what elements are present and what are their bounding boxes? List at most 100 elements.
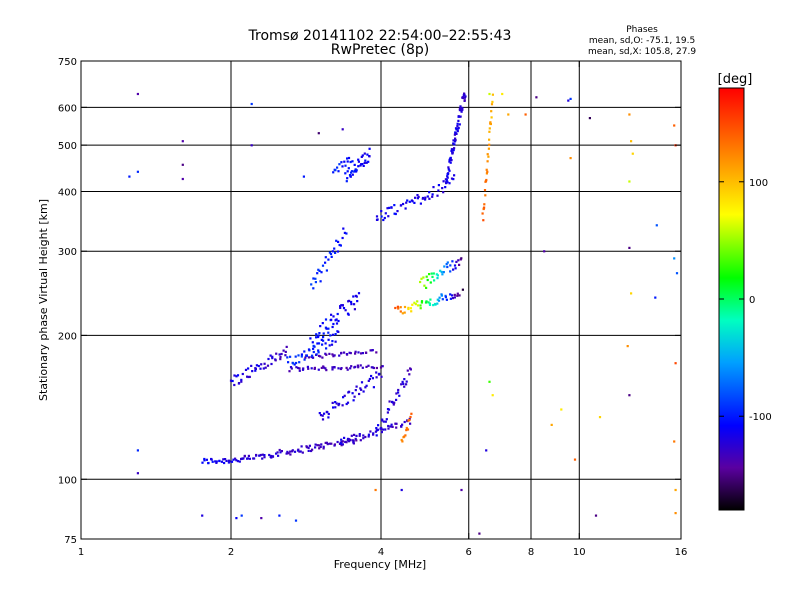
echo-point bbox=[254, 367, 257, 370]
echo-point bbox=[303, 358, 306, 361]
echo-point bbox=[336, 312, 339, 316]
echo-point bbox=[400, 488, 403, 492]
echo-point bbox=[316, 272, 319, 275]
echo-point bbox=[535, 96, 538, 99]
echo-point bbox=[432, 186, 435, 189]
echo-point bbox=[560, 408, 563, 411]
echo-point bbox=[340, 442, 343, 445]
axis-ticks: 1 2 4 6 8 10 16 75 100 200 300 400 500 600 750 bbox=[58, 57, 687, 558]
echo-point bbox=[345, 441, 348, 444]
echo-point bbox=[319, 325, 322, 328]
echo-point bbox=[224, 458, 227, 461]
echo-point bbox=[422, 276, 425, 279]
echo-point bbox=[291, 450, 294, 453]
echo-point bbox=[358, 433, 361, 436]
echo-point bbox=[454, 127, 458, 130]
echo-point bbox=[234, 457, 237, 460]
echo-point bbox=[310, 355, 313, 359]
echo-point bbox=[259, 453, 262, 457]
echo-point bbox=[136, 92, 139, 96]
echo-point bbox=[327, 416, 330, 419]
echo-point bbox=[324, 367, 327, 370]
echo-point bbox=[444, 186, 447, 189]
echo-point bbox=[253, 457, 256, 460]
echo-point bbox=[362, 437, 365, 440]
echo-point bbox=[455, 128, 458, 131]
echo-point bbox=[456, 294, 459, 297]
echo-point bbox=[310, 283, 313, 286]
echo-point bbox=[454, 137, 457, 140]
echo-point bbox=[329, 252, 333, 256]
echo-point bbox=[310, 367, 313, 370]
echo-point bbox=[483, 206, 486, 209]
echo-point bbox=[673, 440, 676, 443]
echo-point bbox=[400, 425, 403, 428]
echo-point bbox=[464, 95, 467, 98]
echo-point bbox=[391, 425, 394, 428]
echo-point bbox=[255, 453, 258, 457]
echo-point bbox=[325, 327, 328, 330]
echo-point bbox=[250, 144, 253, 147]
echo-point bbox=[443, 265, 446, 268]
echo-point bbox=[452, 142, 455, 145]
echo-point bbox=[453, 293, 456, 296]
echo-point bbox=[350, 365, 353, 368]
echo-point bbox=[357, 292, 361, 295]
echo-point bbox=[259, 367, 262, 370]
echo-point bbox=[490, 110, 493, 113]
echo-point bbox=[424, 198, 427, 201]
colorbar-tick-label: -100 bbox=[749, 412, 772, 423]
echo-point bbox=[311, 356, 315, 359]
echo-point bbox=[235, 375, 238, 378]
echo-point bbox=[344, 309, 347, 312]
echo-point bbox=[392, 403, 395, 406]
echo-point bbox=[230, 460, 234, 463]
echo-point bbox=[364, 351, 368, 354]
echo-point bbox=[317, 335, 320, 339]
echo-point bbox=[344, 440, 347, 443]
echo-point bbox=[450, 159, 453, 162]
echo-point bbox=[313, 366, 316, 369]
echo-point bbox=[328, 251, 331, 254]
echo-point bbox=[205, 458, 208, 461]
echo-point bbox=[438, 296, 441, 299]
echo-point bbox=[416, 197, 419, 200]
echo-point bbox=[357, 351, 360, 354]
echo-point bbox=[367, 160, 370, 163]
echo-point bbox=[394, 306, 397, 310]
echo-point bbox=[446, 176, 449, 179]
echo-point bbox=[450, 149, 453, 152]
echo-point bbox=[457, 119, 460, 122]
echo-point bbox=[220, 460, 223, 463]
echo-point bbox=[305, 445, 308, 448]
echo-point bbox=[387, 408, 391, 411]
echo-point bbox=[394, 212, 397, 216]
echo-point bbox=[384, 420, 387, 423]
echo-point bbox=[333, 247, 336, 250]
echo-point bbox=[421, 197, 424, 200]
echo-point bbox=[255, 364, 258, 367]
echo-point bbox=[350, 434, 353, 437]
echo-point bbox=[416, 300, 419, 303]
echo-point bbox=[487, 147, 490, 150]
echo-point bbox=[266, 364, 270, 367]
echo-point bbox=[414, 303, 417, 306]
echo-point bbox=[235, 517, 238, 520]
echo-point bbox=[416, 304, 420, 307]
echo-point bbox=[439, 269, 442, 272]
echo-point bbox=[353, 433, 356, 436]
echo-point bbox=[312, 287, 315, 290]
echo-point bbox=[446, 180, 449, 183]
echo-point bbox=[488, 130, 491, 133]
echo-point bbox=[315, 353, 318, 356]
echo-point bbox=[383, 216, 386, 220]
echo-point bbox=[215, 460, 218, 463]
echo-point bbox=[324, 261, 327, 264]
echo-point bbox=[424, 196, 427, 199]
echo-point bbox=[330, 343, 334, 346]
echo-point bbox=[267, 357, 270, 361]
echo-point bbox=[348, 299, 351, 302]
echo-point bbox=[341, 128, 344, 131]
echo-point bbox=[491, 93, 494, 96]
